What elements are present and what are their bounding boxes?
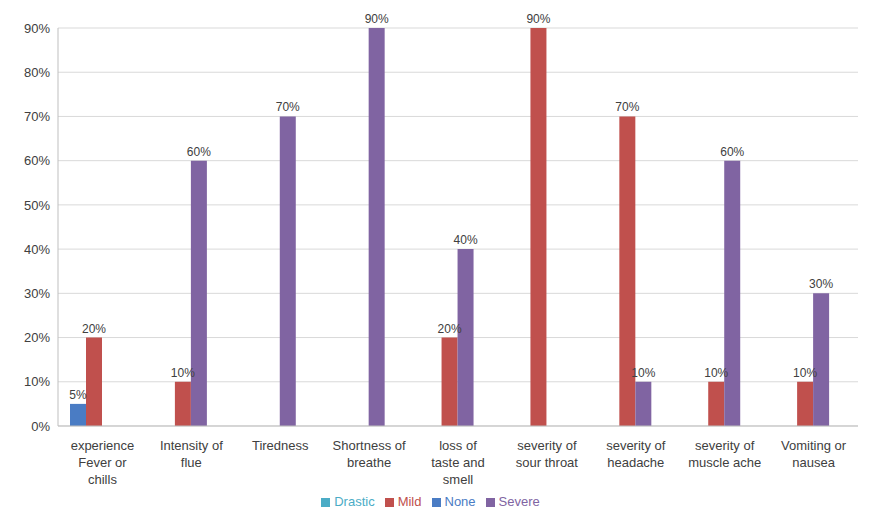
svg-text:10%: 10%	[171, 366, 195, 380]
svg-text:50%: 50%	[24, 198, 50, 213]
svg-text:0%: 0%	[31, 419, 50, 434]
svg-text:10%: 10%	[631, 366, 655, 380]
svg-text:30%: 30%	[24, 286, 50, 301]
svg-text:90%: 90%	[365, 12, 389, 26]
html-text:None: None	[444, 494, 476, 509]
svg-text:70%: 70%	[24, 109, 50, 124]
svg-text:40%: 40%	[454, 233, 478, 247]
svg-text:experienceFever orchills: experienceFever orchills	[71, 438, 135, 487]
svg-text:90%: 90%	[526, 12, 550, 26]
svg-text:Vomiting ornausea: Vomiting ornausea	[781, 438, 847, 470]
svg-text:60%: 60%	[24, 153, 50, 168]
svg-text:60%: 60%	[720, 145, 744, 159]
svg-text:10%: 10%	[793, 366, 817, 380]
svg-text:severity ofsour throat: severity ofsour throat	[516, 438, 579, 470]
svg-text:Shortness ofbreathe: Shortness ofbreathe	[333, 438, 406, 470]
svg-text:severity ofmuscle ache: severity ofmuscle ache	[688, 438, 761, 470]
svg-text:40%: 40%	[24, 242, 50, 257]
svg-text:10%: 10%	[24, 374, 50, 389]
svg-text:80%: 80%	[24, 65, 50, 80]
svg-text:20%: 20%	[438, 322, 462, 336]
svg-text:60%: 60%	[187, 145, 211, 159]
svg-text:10%: 10%	[704, 366, 728, 380]
svg-text:severity ofheadache: severity ofheadache	[606, 438, 666, 470]
svg-text:Intensity offlue: Intensity offlue	[160, 438, 223, 470]
svg-text:30%: 30%	[809, 277, 833, 291]
svg-text:20%: 20%	[82, 322, 106, 336]
html-text:Drastic: Drastic	[334, 494, 375, 509]
svg-text:90%: 90%	[24, 21, 50, 36]
svg-text:70%: 70%	[615, 100, 639, 114]
svg-text:loss oftaste andsmell: loss oftaste andsmell	[431, 438, 485, 487]
svg-text:Tiredness: Tiredness	[252, 438, 309, 453]
svg-text:5%: 5%	[69, 388, 87, 402]
svg-text:70%: 70%	[276, 100, 300, 114]
html-text:Mild: Mild	[397, 494, 422, 509]
html-text:Severe: Severe	[498, 494, 540, 509]
svg-text:20%: 20%	[24, 330, 50, 345]
